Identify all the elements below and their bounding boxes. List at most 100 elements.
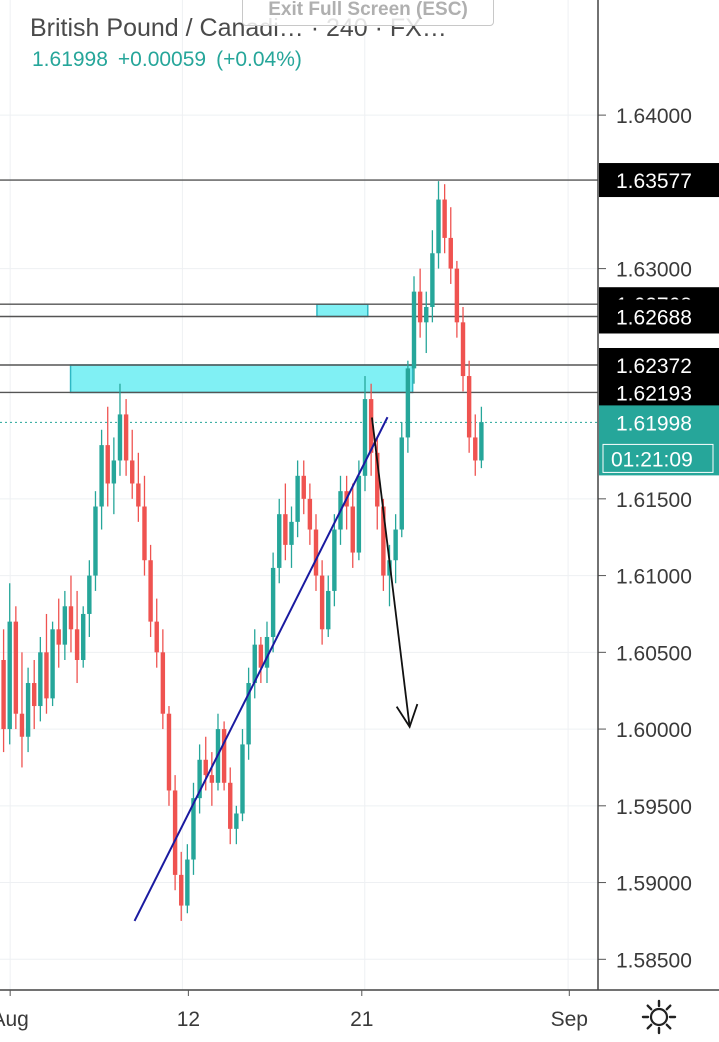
price-tag-bg bbox=[599, 375, 719, 410]
price-tick-label: 1.59500 bbox=[616, 796, 692, 819]
supply-zone bbox=[69, 364, 414, 394]
candle-body bbox=[68, 606, 74, 630]
price-tag-bg bbox=[599, 163, 719, 198]
gear-icon[interactable] bbox=[640, 998, 678, 1036]
candle-body bbox=[319, 575, 325, 630]
arrow-head bbox=[395, 703, 419, 729]
drawings-layer bbox=[133, 416, 419, 922]
time-tick-label: Sep bbox=[551, 1008, 588, 1031]
price-tick-label: 1.61500 bbox=[616, 489, 692, 512]
trendline bbox=[133, 416, 389, 922]
time-axis[interactable]: Aug 12 21 Sep bbox=[0, 989, 719, 1031]
candle-body bbox=[38, 652, 43, 707]
candle-body bbox=[246, 683, 251, 745]
price-tag-bg bbox=[599, 299, 719, 334]
candle-body bbox=[240, 744, 245, 814]
candle-body bbox=[166, 713, 172, 791]
chart-grid bbox=[0, 0, 598, 990]
price-tick-label: 1.60000 bbox=[616, 719, 692, 742]
current-price-tag-bg bbox=[599, 405, 719, 476]
candle-body bbox=[332, 529, 337, 591]
price-change: +0.00059 bbox=[117, 48, 207, 71]
price-tags-layer: 1.635771.627681.626881.623721.621931.619… bbox=[599, 163, 719, 476]
candle-body bbox=[283, 514, 288, 545]
candle-body bbox=[62, 606, 68, 645]
candle-body bbox=[1, 660, 6, 730]
candle-body bbox=[105, 445, 110, 484]
candle-body bbox=[13, 621, 19, 714]
candle-body bbox=[313, 529, 319, 576]
candle-body bbox=[356, 475, 362, 553]
candle-body bbox=[411, 291, 417, 369]
candle-body bbox=[111, 460, 117, 484]
candle-body bbox=[228, 782, 233, 829]
bar-countdown: 01:21:09 bbox=[611, 448, 693, 471]
candle-body bbox=[375, 452, 380, 507]
candle-body bbox=[136, 483, 141, 507]
time-tick-label: 21 bbox=[350, 1008, 373, 1031]
candle-body bbox=[277, 514, 282, 568]
candle-body bbox=[301, 475, 306, 499]
price-axis[interactable]: 1.64000 1.63000 1.61500 1.61000 1.60500 1.600… bbox=[597, 0, 692, 990]
candle-body bbox=[209, 775, 215, 783]
candle-body bbox=[203, 759, 208, 776]
zones-layer bbox=[69, 303, 414, 394]
candle-body bbox=[154, 621, 159, 653]
supply-zone bbox=[316, 303, 369, 318]
candle-body bbox=[473, 437, 478, 461]
exit-fullscreen-button[interactable]: Exit Full Screen (ESC) bbox=[242, 0, 494, 26]
price-tag: 1.63577 bbox=[616, 170, 692, 193]
candle-body bbox=[326, 590, 331, 630]
candle-body bbox=[179, 874, 184, 906]
candle-body bbox=[81, 613, 86, 660]
candle-body bbox=[123, 414, 129, 461]
candle-body bbox=[368, 399, 374, 453]
candle-body bbox=[430, 253, 435, 307]
candle-body bbox=[264, 636, 270, 668]
candle-body bbox=[87, 575, 92, 614]
candle-body bbox=[417, 291, 423, 323]
candle-body bbox=[234, 813, 239, 829]
candle-body bbox=[197, 759, 202, 799]
candle-body bbox=[307, 498, 313, 530]
candle-body bbox=[50, 629, 55, 699]
candle-body bbox=[405, 368, 411, 438]
candle-body bbox=[295, 475, 300, 522]
price-tick-label: 1.59000 bbox=[616, 873, 692, 896]
candle-body bbox=[350, 506, 355, 553]
candle-body bbox=[448, 237, 453, 269]
candle-body bbox=[185, 859, 190, 906]
price-tag: 1.62193 bbox=[616, 382, 692, 405]
candle-body bbox=[362, 399, 368, 476]
candle-body bbox=[424, 306, 429, 323]
candle-body bbox=[93, 506, 98, 576]
candle-body bbox=[32, 683, 37, 707]
candle-body bbox=[270, 567, 276, 637]
price-tick-label: 1.63000 bbox=[616, 259, 692, 282]
price-tick-label: 1.64000 bbox=[616, 105, 692, 128]
candle-body bbox=[393, 529, 398, 561]
candle-body bbox=[479, 422, 484, 461]
candle-body bbox=[191, 798, 196, 860]
candle-body bbox=[460, 322, 466, 377]
candle-body bbox=[19, 713, 25, 737]
candle-body bbox=[466, 376, 472, 438]
candle-body bbox=[252, 644, 257, 684]
time-tick-label: 12 bbox=[177, 1008, 200, 1031]
candle-body bbox=[99, 445, 104, 507]
candle-body bbox=[7, 621, 12, 730]
price-tick-label: 1.60500 bbox=[616, 642, 692, 665]
price-tick-label: 1.61000 bbox=[616, 566, 692, 589]
candle-body bbox=[442, 199, 447, 238]
candle-body bbox=[454, 268, 460, 323]
candle-body bbox=[258, 644, 264, 668]
candles-layer bbox=[1, 181, 484, 921]
candle-body bbox=[148, 560, 153, 622]
price-tag: 1.62372 bbox=[616, 355, 692, 378]
candle-body bbox=[117, 414, 123, 461]
candle-body bbox=[56, 629, 61, 645]
candle-body bbox=[172, 790, 178, 875]
candle-body bbox=[74, 629, 80, 660]
last-price: 1.61998 bbox=[32, 48, 108, 71]
